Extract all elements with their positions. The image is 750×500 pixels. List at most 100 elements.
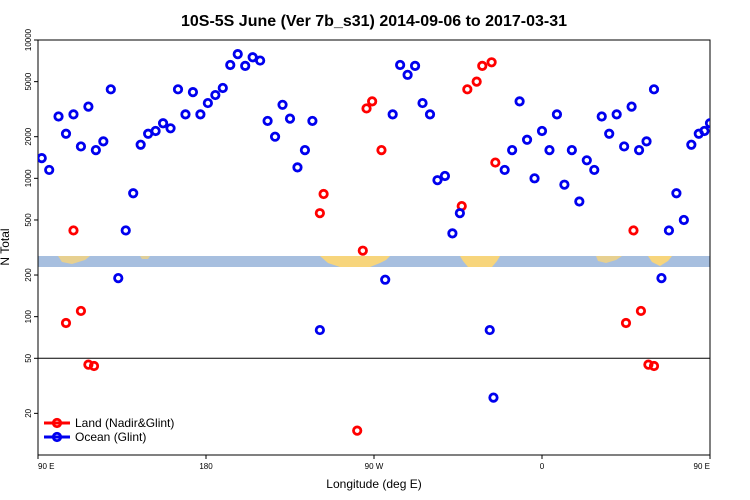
ocean-point (447, 228, 458, 239)
ocean-point (307, 115, 318, 127)
ocean-point (262, 115, 273, 127)
legend-land-label: Land (Nadir&Glint) (75, 416, 174, 430)
ocean-point (195, 109, 206, 120)
ocean-point (60, 128, 72, 139)
ocean-point (507, 144, 518, 156)
land-point (314, 208, 325, 219)
land-point (75, 305, 87, 317)
ocean-point (544, 144, 555, 156)
legend: Land (Nadir&Glint) Ocean (Glint) (44, 416, 174, 444)
ocean-point (424, 109, 436, 120)
ocean-point (596, 111, 607, 122)
legend-land-marker (51, 417, 63, 429)
ocean-point (699, 125, 710, 137)
ocean-point (90, 144, 101, 156)
map-land-indonesia-west (58, 256, 90, 264)
y-tick-label: 10000 (24, 28, 33, 51)
y-tick-label: 500 (24, 213, 33, 227)
land-point (477, 60, 488, 71)
ocean-point (432, 175, 443, 186)
ocean-point (98, 136, 109, 147)
ocean-point (83, 101, 94, 112)
ocean-point (566, 144, 577, 156)
ocean-point (128, 188, 139, 199)
x-tick-label: 90 W (365, 462, 384, 471)
x-axis-label: Longitude (deg E) (326, 477, 421, 491)
ocean-point (165, 123, 176, 134)
x-tick-label: 90 E (694, 462, 710, 471)
land-point (471, 76, 482, 87)
x-tick-label: 180 (199, 462, 213, 471)
series-land (60, 57, 660, 436)
ocean-point (663, 225, 675, 236)
ocean-point (120, 225, 131, 236)
ocean-point (255, 55, 266, 66)
land-point (361, 103, 372, 114)
land-point (628, 225, 639, 236)
y-tick-label: 2000 (24, 127, 33, 145)
land-point (83, 359, 94, 370)
y-tick-label: 1000 (24, 169, 33, 187)
chart-title: 10S-5S June (Ver 7b_s31) 2014-09-06 to 2… (181, 13, 567, 30)
y-axis-label: N Total (0, 228, 12, 265)
series-ocean (38, 49, 710, 403)
ocean-point (656, 273, 667, 284)
ocean-point (626, 101, 637, 112)
land-point (367, 96, 378, 107)
ocean-point (232, 49, 243, 60)
ocean-point (314, 324, 325, 336)
land-point (352, 425, 363, 436)
ocean-point (240, 60, 251, 71)
ocean-point (113, 273, 124, 284)
ocean-point (514, 96, 525, 107)
land-point (620, 317, 632, 329)
ocean-point (150, 125, 161, 137)
ocean-point (686, 139, 697, 150)
world-map-strip (38, 256, 710, 267)
ocean-point (521, 134, 533, 145)
land-point (376, 144, 387, 156)
ocean-point (417, 97, 428, 109)
legend-ocean-label: Ocean (Glint) (75, 430, 146, 444)
data-series (38, 49, 710, 436)
ocean-point (299, 144, 311, 156)
ocean-point (678, 214, 689, 226)
ocean-point (210, 89, 221, 101)
ocean-point (180, 109, 191, 120)
ocean-point (704, 118, 710, 129)
ocean-point (619, 141, 630, 152)
legend-ocean-marker (51, 431, 63, 443)
ocean-point (589, 164, 600, 176)
map-land-new-guinea (648, 256, 672, 266)
x-tick-label: 0 (540, 462, 545, 471)
ocean-point (648, 84, 660, 95)
land-point (635, 305, 647, 317)
y-tick-label: 100 (24, 309, 33, 323)
ocean-point (439, 170, 451, 182)
ocean-point (105, 84, 116, 95)
y-tick-label: 50 (24, 353, 33, 362)
ocean-point (277, 99, 288, 110)
ocean-point (402, 69, 413, 80)
ocean-point (53, 111, 64, 122)
ocean-point (581, 155, 592, 166)
ocean-point (536, 125, 548, 137)
land-point (462, 84, 473, 95)
y-axis: 20 50 100 200 500 1000 2000 5000 10000 (24, 28, 38, 418)
ocean-point (172, 84, 184, 95)
ocean-point (292, 162, 303, 173)
ocean-point (633, 144, 645, 156)
ocean-point (68, 109, 79, 120)
ocean-point (409, 60, 421, 71)
ocean-point (75, 141, 87, 152)
ocean-point (284, 113, 296, 124)
map-land-island (140, 256, 150, 259)
ocean-point (217, 82, 228, 94)
ocean-point (157, 118, 169, 129)
ocean-point (641, 136, 652, 147)
land-point (88, 360, 100, 372)
ocean-point (135, 139, 146, 150)
ocean-point (529, 173, 540, 184)
ocean-point (202, 97, 213, 109)
land-point (68, 225, 79, 236)
